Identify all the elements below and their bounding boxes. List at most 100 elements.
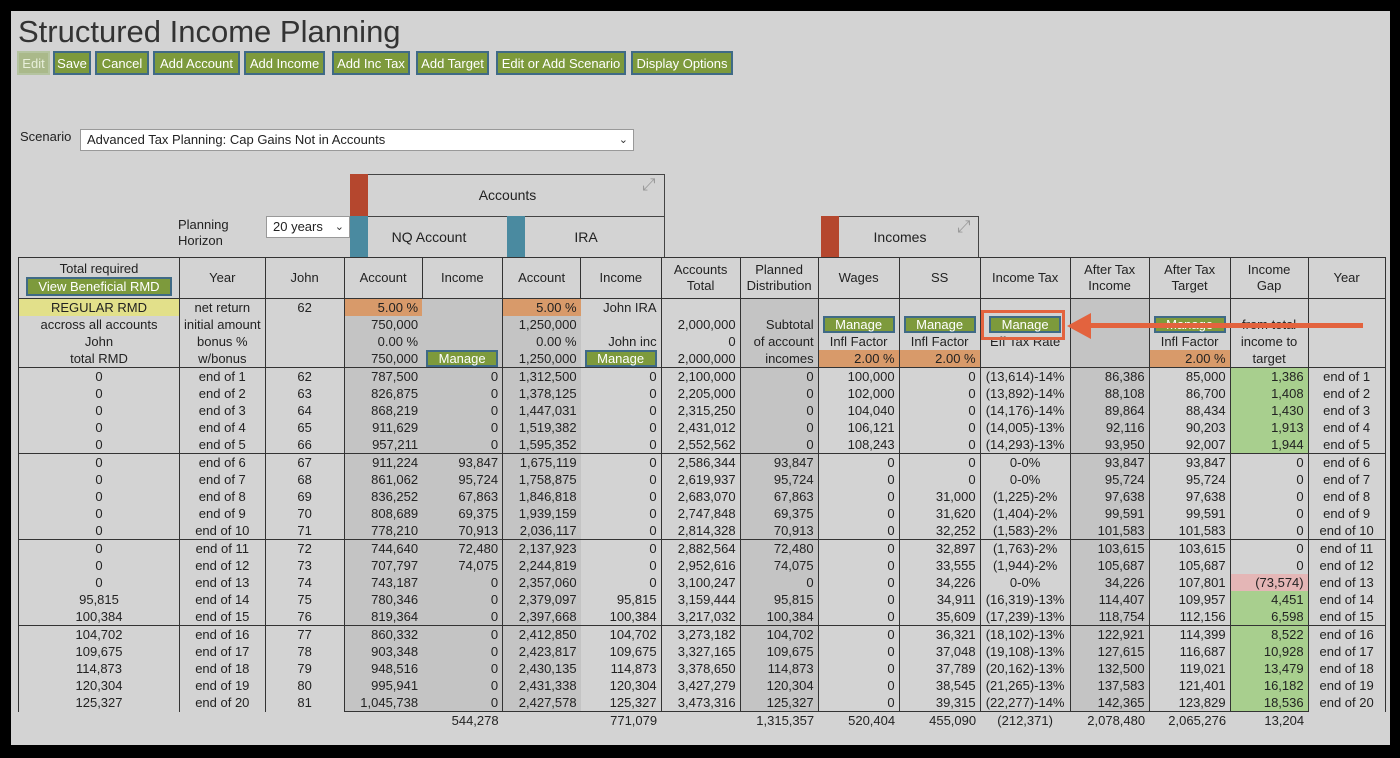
table-cell: 0	[422, 436, 504, 454]
table-cell: end of 9	[1308, 505, 1386, 522]
header-row: Total required View Beneficial RMD Year …	[18, 257, 1386, 299]
table-cell: 0	[18, 402, 180, 419]
table-cell: 836,252	[343, 488, 423, 505]
table-cell: (18,102)-13%	[980, 625, 1071, 643]
table-cell: 92,007	[1149, 436, 1231, 454]
table-cell: (14,293)-13%	[980, 436, 1071, 454]
table-cell: 0	[422, 367, 504, 385]
nq-net-return-input[interactable]: 5.00 %	[343, 298, 423, 316]
arrowhead-icon	[1067, 313, 1091, 339]
table-cell: 90,203	[1149, 419, 1231, 436]
add-account-button[interactable]: Add Account	[153, 51, 240, 75]
view-beneficial-rmd-button[interactable]: View Beneficial RMD	[26, 276, 172, 296]
add-inc-tax-button[interactable]: Add Inc Tax	[332, 51, 410, 75]
wages-infl-input[interactable]: 2.00 %	[818, 350, 900, 368]
table-cell: 0	[818, 660, 900, 677]
table-cell: 0	[818, 522, 900, 540]
table-cell: 3,100,247	[661, 574, 741, 591]
table-cell: 99,591	[1149, 505, 1231, 522]
table-cell: 79	[264, 660, 345, 677]
table-cell: end of 17	[1308, 643, 1386, 660]
scenario-value: Advanced Tax Planning: Cap Gains Not in …	[87, 132, 386, 147]
table-cell: end of 18	[179, 660, 266, 677]
nq-income-manage-button[interactable]: Manage	[426, 350, 499, 367]
table-cell: end of 14	[1308, 591, 1386, 608]
table-cell: (14,005)-13%	[980, 419, 1071, 436]
table-cell: 62	[264, 367, 345, 385]
table-cell: (22,277)-14%	[980, 694, 1071, 712]
table-cell: 103,615	[1070, 539, 1150, 557]
ss-infl-input[interactable]: 2.00 %	[899, 350, 981, 368]
ira-income-col-header: Income	[580, 257, 662, 299]
table-cell: end of 6	[179, 453, 266, 471]
collapse-icon[interactable]: ⤢	[642, 175, 656, 194]
table-cell: 0	[580, 557, 662, 574]
income-tax-manage-button[interactable]: Manage	[989, 316, 1062, 333]
table-cell: end of 19	[1308, 677, 1386, 694]
table-cell: 97,638	[1070, 488, 1150, 505]
table-cell: 69,375	[422, 505, 504, 522]
ira-net-return-input[interactable]: 5.00 %	[502, 298, 581, 316]
table-cell: 106,121	[818, 419, 900, 436]
table-cell: 3,327,165	[661, 643, 741, 660]
table-cell: 0	[422, 419, 504, 436]
table-cell: 0-0%	[980, 471, 1071, 488]
table-cell: 911,629	[343, 419, 423, 436]
target-infl-input[interactable]: 2.00 %	[1149, 350, 1231, 368]
nq-account-col-header: Account	[343, 257, 423, 299]
table-cell: (1,583)-2%	[980, 522, 1071, 540]
table-cell: 957,211	[343, 436, 423, 454]
table-cell: 101,583	[1070, 522, 1150, 540]
table-cell: 142,365	[1070, 694, 1150, 712]
edit-button[interactable]: Edit	[17, 51, 50, 75]
add-target-button[interactable]: Add Target	[416, 51, 489, 75]
table-cell: 95,724	[1070, 471, 1150, 488]
table-cell: 122,921	[1070, 625, 1150, 643]
table-cell: 35,609	[899, 608, 981, 626]
ira-income-manage-button[interactable]: Manage	[584, 350, 657, 367]
table-cell: 8,522	[1230, 625, 1309, 643]
table-cell: 125,327	[740, 694, 819, 712]
table-cell: 0	[818, 591, 900, 608]
table-cell: 88,108	[1070, 385, 1150, 402]
table-cell: 0	[580, 574, 662, 591]
cancel-button[interactable]: Cancel	[95, 51, 149, 75]
table-cell: 3,217,032	[661, 608, 741, 626]
display-options-button[interactable]: Display Options	[631, 51, 733, 75]
table-cell: 132,500	[1070, 660, 1150, 677]
table-cell: end of 4	[1308, 419, 1386, 436]
table-cell: end of 20	[1308, 694, 1386, 712]
ss-manage-button[interactable]: Manage	[903, 316, 976, 333]
planning-horizon-label: Planning Horizon	[178, 217, 229, 248]
collapse-icon[interactable]: ⤢	[957, 217, 971, 236]
table-cell: 2,315,250	[661, 402, 741, 419]
save-button[interactable]: Save	[53, 51, 91, 75]
scenario-select[interactable]: Advanced Tax Planning: Cap Gains Not in …	[80, 129, 634, 151]
table-cell: 0	[1230, 505, 1309, 522]
table-cell: end of 16	[179, 625, 266, 643]
scenario-label: Scenario	[20, 129, 72, 144]
table-cell: 72	[264, 539, 345, 557]
table-cell: 808,689	[343, 505, 423, 522]
table-cell: 13,479	[1230, 660, 1309, 677]
table-cell: 2,205,000	[661, 385, 741, 402]
table-cell: 127,615	[1070, 643, 1150, 660]
table-cell: 995,941	[343, 677, 423, 694]
table-row: 104,702 end of 16 77 860,332 0 2,412,850 104,7…	[18, 625, 1386, 643]
table-cell: 37,048	[899, 643, 981, 660]
planning-horizon-select[interactable]: 20 years ⌄	[266, 216, 350, 238]
table-cell: 66	[264, 436, 345, 454]
table-cell: 1,595,352	[502, 436, 581, 454]
wages-manage-button[interactable]: Manage	[822, 316, 895, 333]
chevron-down-icon: ⌄	[618, 134, 628, 146]
edit-or-add-scenario-button[interactable]: Edit or Add Scenario	[496, 51, 626, 75]
table-cell: 3,473,316	[661, 694, 741, 712]
table-cell: 32,252	[899, 522, 981, 540]
table-cell: 2,882,564	[661, 539, 741, 557]
table-cell: 743,187	[343, 574, 423, 591]
table-cell: 0	[1230, 539, 1309, 557]
table-cell: end of 14	[179, 591, 266, 608]
table-cell: (14,176)-14%	[980, 402, 1071, 419]
add-income-button[interactable]: Add Income	[244, 51, 325, 75]
table-cell: 2,952,616	[661, 557, 741, 574]
